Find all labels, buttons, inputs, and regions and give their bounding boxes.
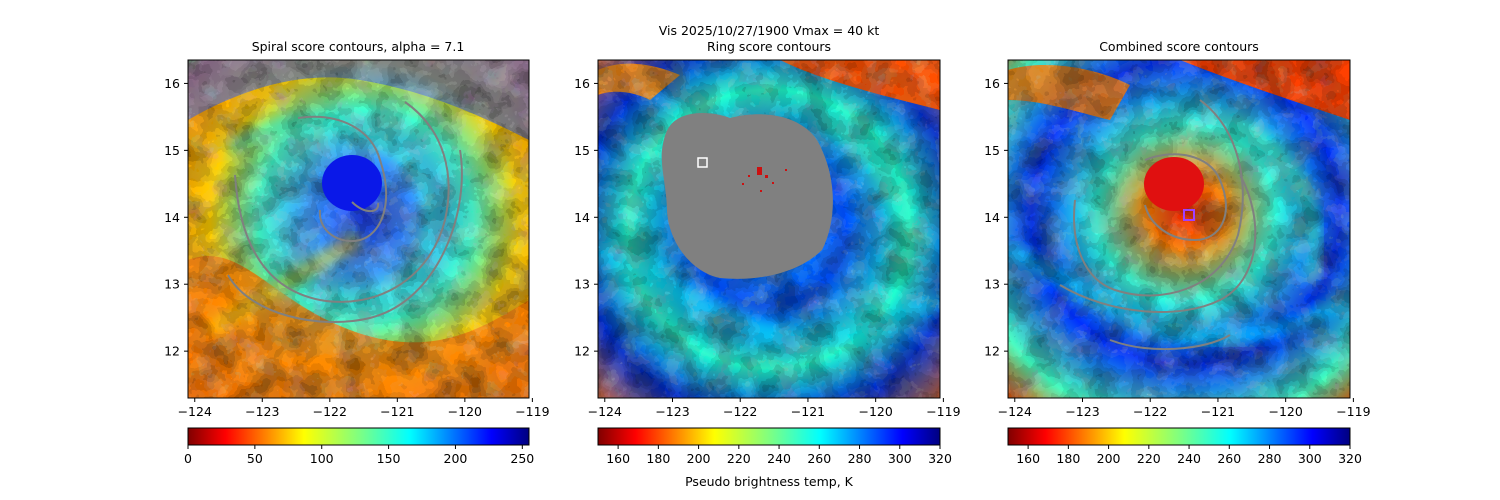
y-axis: 12 13 14 15 16 xyxy=(164,76,188,359)
y-tick-label: 14 xyxy=(574,210,590,225)
colorbar-tick-label: 180 xyxy=(1056,451,1080,466)
colorbar-label: Pseudo brightness temp, K xyxy=(685,474,854,489)
y-tick-label: 15 xyxy=(574,143,590,158)
panel-spiral: Spiral score contours, alpha = 7.1 −124−… xyxy=(164,39,549,466)
colorbar-tick-label: 220 xyxy=(727,451,751,466)
colorbar-tick-label: 300 xyxy=(1298,451,1322,466)
colorbar-tick-label: 250 xyxy=(510,451,534,466)
x-tick-label: −122 xyxy=(313,404,347,419)
figure-suptitle: Vis 2025/10/27/1900 Vmax = 40 kt xyxy=(659,23,880,38)
x-tick-label: −122 xyxy=(1133,404,1167,419)
y-tick-label: 16 xyxy=(164,76,180,91)
y-tick-label: 16 xyxy=(574,76,590,91)
x-tick-label: −120 xyxy=(858,404,892,419)
y-tick-label: 13 xyxy=(984,277,1000,292)
x-tick-label: −122 xyxy=(723,404,757,419)
colorbar-tick-label: 180 xyxy=(646,451,670,466)
colorbar: 160 180 200 220 240 260 280 300 320 xyxy=(1007,427,1362,466)
x-tick-label: −123 xyxy=(1065,404,1099,419)
x-axis: −124 −123 −122 −121 −120 −119 xyxy=(588,398,961,419)
colorbar-tick-label: 100 xyxy=(310,451,334,466)
colorbar-tick-label: 260 xyxy=(807,451,831,466)
colorbar-tick-label: 150 xyxy=(377,451,401,466)
contours xyxy=(227,101,463,324)
colorbar-tick-label: 320 xyxy=(1338,451,1362,466)
colorbar-tick-label: 200 xyxy=(444,451,468,466)
y-tick-label: 16 xyxy=(984,76,1000,91)
colorbar-tick-label: 50 xyxy=(247,451,263,466)
panel-title: Ring score contours xyxy=(707,39,831,54)
colorbar-tick-label: 280 xyxy=(848,451,872,466)
x-tick-label: −121 xyxy=(380,404,414,419)
panel-combined: Combined score contours −124 −123 −122 −121… xyxy=(984,39,1370,466)
y-tick-label: 14 xyxy=(984,210,1000,225)
y-tick-label: 12 xyxy=(984,344,1000,359)
satellite-image xyxy=(598,60,940,398)
plot-frame xyxy=(1007,59,1351,399)
x-tick-label: −124 xyxy=(998,404,1032,419)
colorbar-tick-label: 320 xyxy=(928,451,952,466)
x-tick-label: −120 xyxy=(1268,404,1302,419)
y-axis: 12 13 14 15 16 xyxy=(574,76,598,359)
center-marker xyxy=(1183,209,1195,221)
panel-title: Spiral score contours, alpha = 7.1 xyxy=(252,39,465,54)
colorbar-tick-label: 200 xyxy=(687,451,711,466)
colorbar: 160 180 200 220 240 260 280 300 320 xyxy=(597,427,952,466)
x-tick-label: −124 xyxy=(588,404,622,419)
y-tick-label: 15 xyxy=(984,143,1000,158)
cold-cloud-core xyxy=(322,155,382,211)
y-tick-label: 15 xyxy=(164,143,180,158)
x-tick-label: −121 xyxy=(1201,404,1235,419)
colorbar-tick-label: 260 xyxy=(1217,451,1241,466)
plot-frame xyxy=(187,59,530,399)
x-tick-label: −123 xyxy=(245,404,279,419)
center-marker xyxy=(697,157,708,168)
colorbar-tick-label: 160 xyxy=(1016,451,1040,466)
x-tick-label: −124 xyxy=(178,404,212,419)
y-tick-label: 13 xyxy=(574,277,590,292)
colorbar-tick-label: 280 xyxy=(1258,451,1282,466)
panel-title: Combined score contours xyxy=(1099,39,1259,54)
colorbar-tick-label: 200 xyxy=(1097,451,1121,466)
colorbar-ticks: 160 180 200 220 240 260 280 300 320 xyxy=(606,445,952,466)
x-tick-label: −119 xyxy=(1336,404,1370,419)
panel-ring: Ring score contours −124 −123 −122 −121 −120… xyxy=(574,39,960,489)
masked-ring-region xyxy=(661,113,833,279)
x-tick-label: −123 xyxy=(655,404,689,419)
x-tick-label: −119 xyxy=(515,404,549,419)
x-axis: −124 −123 −122 −121 −120 −119 xyxy=(998,398,1371,419)
colorbar-tick-label: 220 xyxy=(1137,451,1161,466)
satellite-image xyxy=(1008,60,1350,398)
warm-core xyxy=(1144,157,1204,211)
x-tick-label: −121 xyxy=(791,404,825,419)
colorbar-ticks: 0 50 100 150 200 250 xyxy=(184,445,534,466)
colorbar: 0 50 100 150 200 250 xyxy=(184,427,534,466)
plot-frame xyxy=(597,59,941,399)
colorbar-tick-label: 240 xyxy=(1177,451,1201,466)
x-tick-label: −119 xyxy=(926,404,960,419)
y-tick-label: 12 xyxy=(574,344,590,359)
y-tick-label: 14 xyxy=(164,210,180,225)
colorbar-tick-label: 300 xyxy=(888,451,912,466)
noise-specks xyxy=(742,167,787,192)
colorbar-tick-label: 0 xyxy=(184,451,192,466)
satellite-image xyxy=(188,60,529,398)
colorbar-ticks: 160 180 200 220 240 260 280 300 320 xyxy=(1016,445,1362,466)
x-tick-label: −120 xyxy=(448,404,482,419)
y-tick-label: 13 xyxy=(164,277,180,292)
colorbar-tick-label: 160 xyxy=(606,451,630,466)
y-axis: 12 13 14 15 16 xyxy=(984,76,1008,359)
contours xyxy=(1059,99,1257,351)
colorbar-tick-label: 240 xyxy=(767,451,791,466)
x-axis: −124 −123 −122 −121 −120 −119 xyxy=(178,398,550,419)
y-tick-label: 12 xyxy=(164,344,180,359)
